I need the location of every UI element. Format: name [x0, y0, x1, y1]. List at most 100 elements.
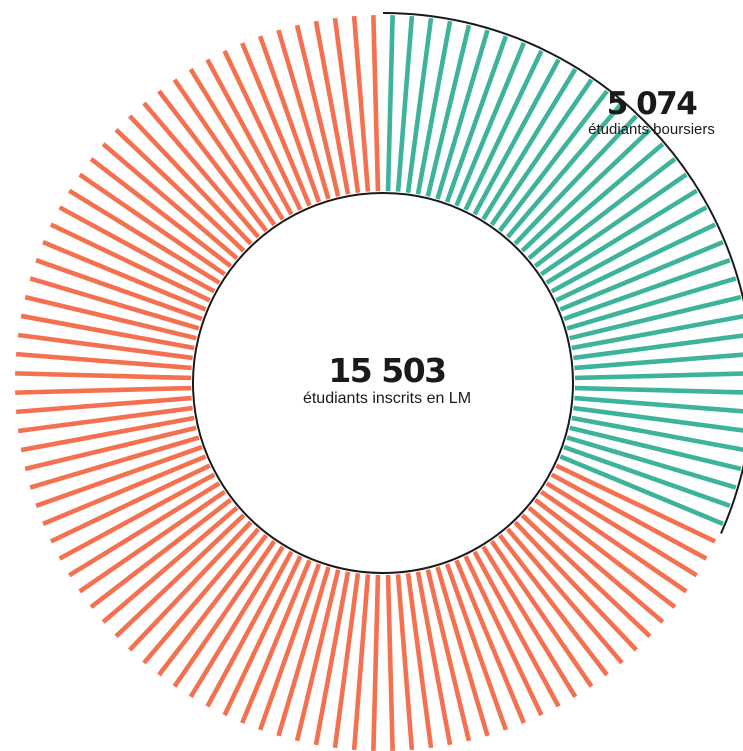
bar: [371, 15, 381, 192]
bar: [35, 444, 203, 509]
bar-highlighted: [566, 276, 737, 331]
bar-highlighted: [498, 89, 609, 233]
bar-highlighted: [539, 172, 688, 277]
bar: [20, 313, 195, 351]
bar: [539, 489, 688, 594]
bar-highlighted: [505, 101, 624, 239]
bar: [188, 68, 285, 221]
bar: [29, 435, 200, 490]
bar-highlighted: [566, 435, 737, 490]
bar-highlighted: [395, 15, 415, 192]
bar: [444, 563, 509, 731]
bar-highlighted: [574, 352, 743, 371]
bar: [114, 513, 246, 638]
bar-highlighted: [573, 405, 743, 433]
bar: [58, 205, 216, 294]
bar: [222, 555, 303, 717]
bar: [15, 385, 192, 395]
bar: [489, 539, 594, 688]
bar: [498, 533, 609, 677]
bar: [351, 574, 371, 751]
bar-highlighted: [555, 222, 717, 303]
bar: [527, 505, 665, 624]
bar-highlighted: [435, 29, 490, 200]
bar: [20, 415, 195, 453]
bar-highlighted: [425, 24, 472, 197]
bar-highlighted: [385, 15, 395, 192]
bar: [294, 569, 341, 742]
bar: [142, 101, 261, 239]
bar: [294, 24, 341, 197]
total-value: 15 503: [328, 351, 447, 390]
bar: [550, 472, 708, 561]
bar: [240, 559, 312, 724]
bar: [545, 481, 698, 578]
bar: [481, 545, 578, 698]
bar: [276, 29, 331, 200]
bar: [15, 351, 192, 371]
bar: [533, 498, 677, 609]
bar: [42, 454, 207, 526]
bar: [205, 58, 294, 216]
bar: [42, 240, 207, 312]
bar-highlighted: [520, 128, 652, 253]
bar: [58, 472, 216, 561]
bar: [351, 15, 371, 192]
bar: [313, 571, 351, 746]
bar: [520, 513, 652, 638]
bar: [222, 49, 303, 211]
bar-highlighted: [463, 49, 544, 211]
bar: [17, 332, 193, 361]
bar-highlighted: [513, 114, 638, 246]
bar: [89, 157, 233, 268]
bar: [29, 276, 200, 331]
bar: [371, 574, 381, 751]
bar: [332, 573, 361, 749]
bar: [128, 114, 253, 246]
bar: [89, 498, 233, 609]
bar: [313, 20, 351, 195]
bar: [172, 78, 277, 227]
bar-highlighted: [569, 425, 742, 472]
bar-highlighted: [563, 444, 731, 509]
total-label: étudiants inscrits en LM: [302, 390, 472, 407]
bar: [332, 17, 361, 193]
bar: [78, 172, 227, 277]
bar: [257, 35, 322, 203]
total-label-group: 15 503 étudiants inscrits en LM: [232, 354, 542, 410]
bar: [513, 520, 638, 652]
bar: [454, 559, 526, 724]
bar: [15, 371, 192, 381]
bar-highlighted: [444, 35, 509, 203]
bar: [101, 505, 239, 624]
bar: [15, 395, 192, 415]
bar: [24, 294, 197, 341]
bar: [205, 550, 294, 708]
bar-highlighted: [481, 68, 578, 221]
bar-highlighted: [545, 188, 698, 285]
bar: [425, 569, 472, 742]
bar: [142, 527, 261, 665]
bar-highlighted: [574, 371, 743, 381]
bar: [35, 257, 203, 322]
bar: [157, 533, 268, 677]
bar-highlighted: [533, 157, 677, 268]
bar-highlighted: [571, 415, 743, 453]
bar-highlighted: [415, 20, 453, 195]
bar: [463, 555, 544, 717]
bar: [49, 222, 211, 303]
bar: [555, 463, 717, 544]
bar-highlighted: [472, 58, 561, 216]
bar: [435, 566, 490, 737]
inner-bracket-arc: [191, 192, 574, 574]
bar: [17, 405, 193, 434]
bar: [405, 573, 434, 749]
bar: [157, 89, 268, 233]
bar-highlighted: [563, 257, 731, 322]
bar: [49, 463, 211, 544]
bar-highlighted: [559, 240, 724, 312]
bar: [505, 527, 624, 665]
bar: [78, 489, 227, 594]
bar: [172, 539, 277, 688]
